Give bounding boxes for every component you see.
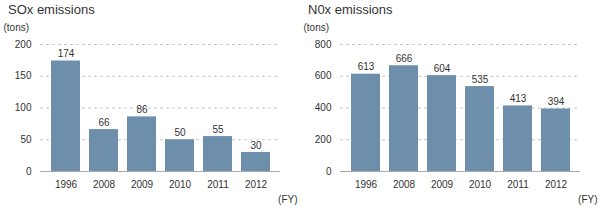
svg-text:200: 200 [315,134,332,145]
svg-text:2011: 2011 [207,179,229,190]
svg-text:2009: 2009 [131,179,154,190]
svg-text:55: 55 [212,124,224,135]
svg-text:666: 666 [396,53,413,64]
svg-text:1996: 1996 [355,179,378,190]
svg-text:150: 150 [15,70,32,81]
svg-text:535: 535 [472,74,489,85]
svg-text:174: 174 [58,48,75,59]
svg-text:600: 600 [315,70,332,81]
svg-text:2009: 2009 [431,179,454,190]
svg-text:2010: 2010 [469,179,492,190]
svg-text:30: 30 [250,140,262,151]
svg-text:613: 613 [358,61,375,72]
svg-text:1996: 1996 [55,179,78,190]
svg-text:(FY): (FY) [578,194,597,205]
svg-text:400: 400 [315,102,332,113]
svg-text:413: 413 [510,93,527,104]
svg-text:200: 200 [15,39,32,50]
svg-text:(tons): (tons) [4,22,30,33]
svg-text:100: 100 [15,102,32,113]
svg-text:66: 66 [98,117,110,128]
svg-text:2011: 2011 [507,179,529,190]
svg-text:(FY): (FY) [278,194,297,205]
svg-text:800: 800 [315,39,332,50]
svg-text:50: 50 [174,127,186,138]
svg-text:2008: 2008 [393,179,416,190]
svg-text:2010: 2010 [169,179,192,190]
svg-text:2012: 2012 [245,179,268,190]
svg-text:0: 0 [326,166,332,177]
html-text:SOx emissions: SOx emissions [8,2,95,17]
svg-text:0: 0 [26,166,32,177]
svg-text:(tons): (tons) [304,22,330,33]
svg-text:2012: 2012 [545,179,568,190]
svg-text:604: 604 [434,63,451,74]
svg-text:394: 394 [548,96,565,107]
svg-text:2008: 2008 [93,179,116,190]
svg-text:50: 50 [20,134,32,145]
svg-text:86: 86 [136,104,148,115]
html-text:N0x emissions: N0x emissions [308,2,393,17]
